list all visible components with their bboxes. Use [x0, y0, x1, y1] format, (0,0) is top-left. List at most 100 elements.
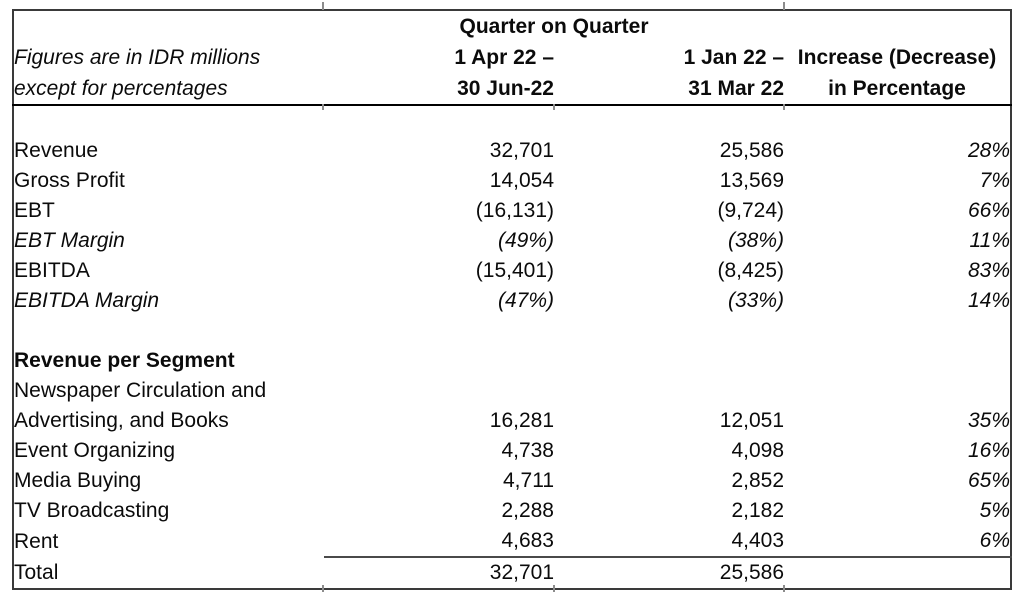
metric-prior: (33%) — [727, 289, 785, 312]
metric-change: 83% — [967, 259, 1011, 282]
total-label: Total — [14, 560, 59, 584]
table-row-media-buying: Media Buying 4,711 2,852 65% — [13, 466, 1011, 496]
table-row-total: Total 32,701 25,586 — [13, 557, 1011, 589]
segment-label: Media Buying — [14, 469, 142, 492]
segment-change: 65% — [967, 469, 1011, 492]
segment-prior: 12,051 — [719, 409, 785, 432]
metric-change: 66% — [967, 199, 1011, 222]
segment-heading: Revenue per Segment — [14, 349, 235, 372]
total-prior: 25,586 — [719, 561, 785, 584]
header-row-2: except for percentages 30 Jun-22 31 Mar … — [13, 73, 1012, 106]
empty-cell — [784, 316, 1011, 346]
empty-cell — [784, 346, 1011, 376]
segment-current: 4,738 — [501, 439, 554, 462]
segment-label: Event Organizing — [14, 439, 176, 462]
segment-current: 4,711 — [503, 469, 554, 492]
metric-change: 11% — [969, 229, 1011, 252]
empty-cell — [554, 105, 784, 136]
table-row-newspaper-line1: Newspaper Circulation and — [13, 376, 1011, 406]
metric-current: (15,401) — [475, 259, 554, 282]
metric-label: EBT Margin — [14, 229, 125, 252]
table-row-tv-broadcasting: TV Broadcasting 2,288 2,182 5% — [13, 496, 1011, 526]
metric-current: 14,054 — [489, 169, 554, 192]
table-row-ebitda: EBITDA (15,401) (8,425) 83% — [13, 256, 1011, 286]
empty-cell — [324, 105, 554, 136]
empty-cell — [324, 316, 554, 346]
metric-prior: (38%) — [727, 229, 785, 252]
metric-change: 14% — [967, 289, 1011, 312]
metric-prior: (8,425) — [717, 259, 785, 282]
metric-current: (16,131) — [475, 199, 554, 222]
segment-change: 5% — [979, 499, 1011, 522]
metric-change: 7% — [979, 169, 1011, 192]
table-row-event-organizing: Event Organizing 4,738 4,098 16% — [13, 436, 1011, 466]
header-row-title: Quarter on Quarter — [13, 10, 1011, 42]
col-change-line1: Increase (Decrease) — [797, 45, 997, 69]
gridline-stub — [322, 2, 324, 10]
header-spacer — [784, 10, 1011, 42]
segment-change: 16% — [967, 439, 1011, 462]
empty-cell — [554, 316, 784, 346]
empty-cell — [784, 105, 1011, 136]
col-change-line2: in Percentage — [784, 73, 1012, 106]
gridline-stub — [322, 585, 324, 592]
header-spacer — [13, 10, 324, 42]
col-current-period-line1: 1 Apr 22 – — [454, 45, 554, 69]
gridline-stub — [783, 2, 785, 10]
total-change — [784, 557, 1011, 589]
metric-prior: 13,569 — [719, 169, 785, 192]
segment-change — [784, 376, 1011, 406]
units-note-line2: except for percentages — [13, 73, 324, 106]
metric-change: 28% — [967, 139, 1011, 162]
segment-current — [324, 376, 554, 406]
spacer-row — [13, 105, 1011, 136]
segment-label: TV Broadcasting — [14, 499, 170, 522]
metric-label: EBITDA Margin — [14, 289, 160, 312]
metric-current: (47%) — [497, 289, 554, 312]
table-row-rent: Rent 4,683 4,403 6% — [13, 526, 1012, 558]
segment-prior: 4,403 — [554, 526, 785, 558]
empty-cell — [554, 346, 784, 376]
spacer-row — [13, 316, 1011, 346]
header-row-1: Figures are in IDR millions 1 Apr 22 – 1… — [13, 42, 1011, 73]
total-current: 32,701 — [489, 561, 554, 584]
segment-prior — [554, 376, 784, 406]
metric-current: 32,701 — [489, 139, 554, 162]
metric-label: EBT — [14, 199, 55, 222]
empty-cell — [13, 316, 324, 346]
table-row-revenue: Revenue 32,701 25,586 28% — [13, 136, 1011, 166]
segment-heading-row: Revenue per Segment — [13, 346, 1011, 376]
metric-prior: 25,586 — [719, 139, 785, 162]
col-current-period-line2: 30 Jun-22 — [324, 73, 554, 106]
segment-label: Newspaper Circulation and — [14, 379, 267, 402]
segment-current: 2,288 — [501, 499, 554, 522]
metric-prior: (9,724) — [717, 199, 785, 222]
segment-current: 4,683 — [324, 526, 554, 558]
segment-prior: 4,098 — [731, 439, 785, 462]
segment-prior: 2,852 — [731, 469, 785, 492]
segment-current: 16,281 — [489, 409, 554, 432]
col-prior-period-line2: 31 Mar 22 — [554, 73, 785, 106]
table-row-ebt-margin: EBT Margin (49%) (38%) 11% — [13, 226, 1011, 256]
units-note-line1: Figures are in IDR millions — [14, 45, 261, 69]
metric-label: Revenue — [14, 139, 99, 162]
table-row-ebt: EBT (16,131) (9,724) 66% — [13, 196, 1011, 226]
qoq-financial-table: Quarter on Quarter Figures are in IDR mi… — [12, 9, 1013, 590]
empty-cell — [13, 105, 324, 136]
segment-label: Advertising, and Books — [14, 409, 229, 432]
segment-change: 35% — [967, 409, 1011, 432]
table-row-newspaper-line2: Advertising, and Books 16,281 12,051 35% — [13, 406, 1011, 436]
table-row-gross-profit: Gross Profit 14,054 13,569 7% — [13, 166, 1011, 196]
gridline-stub — [322, 104, 324, 110]
table-title: Quarter on Quarter — [459, 14, 649, 38]
gridline-stub — [553, 585, 555, 592]
gridline-stub — [783, 585, 785, 592]
empty-cell — [324, 346, 554, 376]
segment-label: Rent — [14, 529, 59, 553]
segment-change: 6% — [784, 526, 1012, 558]
gridline-stub — [783, 104, 785, 110]
gridline-stub — [553, 104, 555, 110]
col-prior-period-line1: 1 Jan 22 – — [683, 45, 785, 69]
metric-current: (49%) — [497, 229, 554, 252]
